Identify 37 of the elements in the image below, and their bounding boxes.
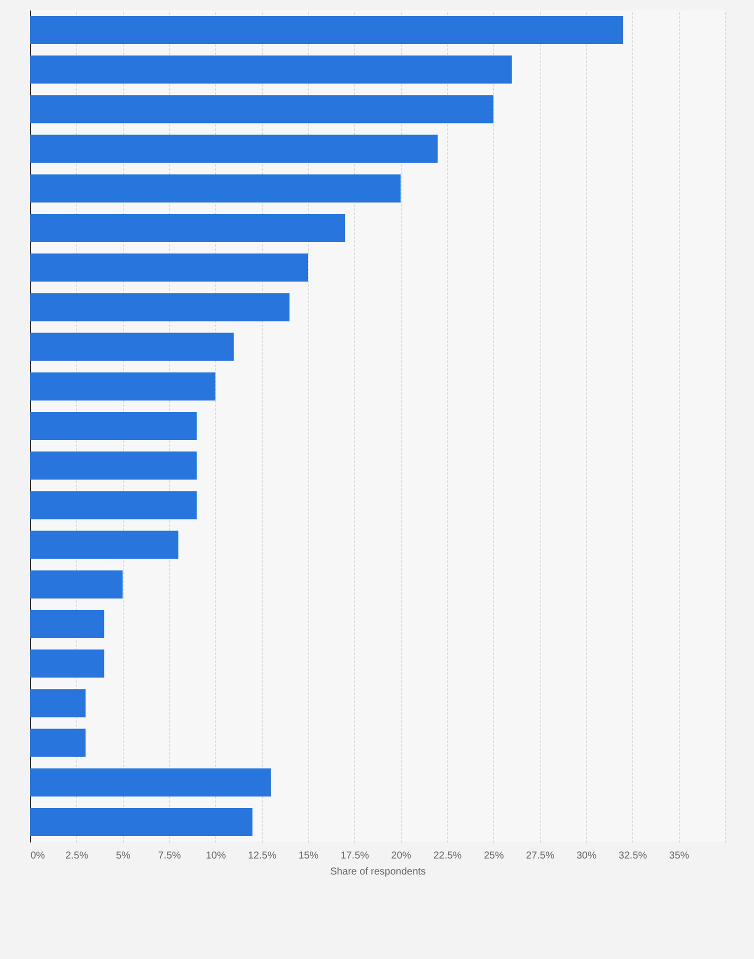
- x-tick-label: 30%: [576, 850, 597, 862]
- bar: [30, 56, 512, 84]
- x-tick-label: 27.5%: [526, 850, 554, 862]
- bar: [30, 16, 624, 44]
- x-tick-label: 22.5%: [433, 850, 462, 862]
- x-tick-label: 7.5%: [158, 850, 182, 862]
- x-tick-label: 0%: [30, 850, 46, 862]
- bar: [30, 530, 178, 559]
- x-tick-label: 25%: [484, 850, 504, 862]
- bar: [30, 134, 438, 163]
- x-tick-label: 10%: [206, 850, 226, 862]
- bar: [30, 293, 290, 322]
- x-tick-label: 20%: [391, 850, 412, 862]
- bar: [30, 372, 216, 400]
- bar: [30, 650, 104, 678]
- bar: [30, 214, 346, 242]
- bar: [30, 808, 252, 836]
- x-tick-label: 5%: [116, 850, 130, 862]
- bar: [30, 452, 197, 480]
- x-tick-label: 17.5%: [340, 850, 370, 862]
- x-tick-label: 2.5%: [65, 850, 88, 862]
- bar: [30, 728, 86, 757]
- bar: [30, 570, 123, 598]
- bar: [30, 491, 197, 520]
- x-tick-label: 35%: [669, 850, 690, 862]
- bar: [30, 332, 234, 361]
- x-tick-label: 12.5%: [248, 850, 276, 862]
- bar: [30, 174, 401, 202]
- x-axis-title: Share of respondents: [330, 866, 426, 878]
- x-tick-label: 32.5%: [618, 850, 648, 862]
- bar: [30, 254, 308, 282]
- bar: [30, 95, 494, 124]
- bar: [30, 412, 197, 440]
- bar: [30, 768, 271, 796]
- x-tick-label: 15%: [298, 850, 319, 862]
- bar: [30, 689, 86, 718]
- bar: [30, 610, 104, 638]
